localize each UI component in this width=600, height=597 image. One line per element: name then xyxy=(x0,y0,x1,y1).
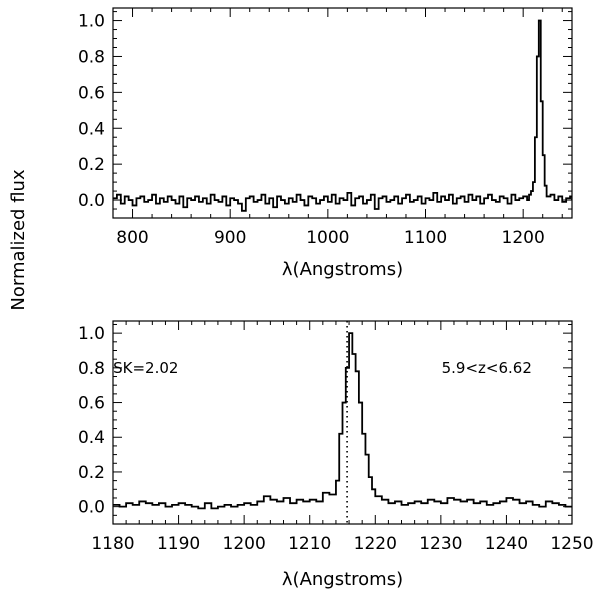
x-tick-label: 1250 xyxy=(550,534,593,554)
x-tick-label: 1240 xyxy=(485,534,528,554)
y-tick-label: 0.8 xyxy=(78,359,105,379)
x-tick-label: 1180 xyxy=(91,534,134,554)
x-tick-label: 1200 xyxy=(502,228,545,248)
x-tick-label: 1230 xyxy=(419,534,462,554)
x-axis-label: λ(Angstroms) xyxy=(282,569,403,590)
x-tick-label: 1100 xyxy=(404,228,447,248)
x-tick-label: 1190 xyxy=(157,534,200,554)
y-tick-label: 0.2 xyxy=(78,155,105,175)
x-tick-label: 900 xyxy=(214,228,246,248)
figure-y-axis-label: Normalized flux xyxy=(8,169,29,311)
annotation-label: SK=2.02 xyxy=(113,359,178,377)
y-tick-label: 0.4 xyxy=(78,119,105,139)
y-tick-label: 0.6 xyxy=(78,394,105,414)
y-tick-label: 0.2 xyxy=(78,463,105,483)
x-axis-label: λ(Angstroms) xyxy=(282,259,403,280)
x-tick-label: 1220 xyxy=(354,534,397,554)
y-tick-label: 1.0 xyxy=(78,324,105,344)
x-tick-label: 1210 xyxy=(288,534,331,554)
y-tick-label: 0.0 xyxy=(78,191,105,211)
y-tick-label: 1.0 xyxy=(78,12,105,32)
y-tick-label: 0.4 xyxy=(78,428,105,448)
x-tick-label: 1200 xyxy=(223,534,266,554)
spectrum-series-line xyxy=(113,21,572,211)
x-tick-label: 800 xyxy=(116,228,148,248)
x-tick-label: 1000 xyxy=(306,228,349,248)
y-tick-label: 0.6 xyxy=(78,83,105,103)
full-spectrum-panel: 800 900 1000 1100 1200 0.0 0.2 0.4 0.6 0.8 1.0 λ(An… xyxy=(78,8,572,280)
plot-frame xyxy=(113,8,572,218)
y-tick-label: 0.0 xyxy=(78,498,105,518)
lya-zoom-panel: 1180 1190 1200 1210 1220 1230 1240 1250 0.0 0.2 0.… xyxy=(78,321,594,590)
annotation-label: 5.9<z<6.62 xyxy=(442,359,532,377)
y-tick-label: 0.8 xyxy=(78,47,105,67)
